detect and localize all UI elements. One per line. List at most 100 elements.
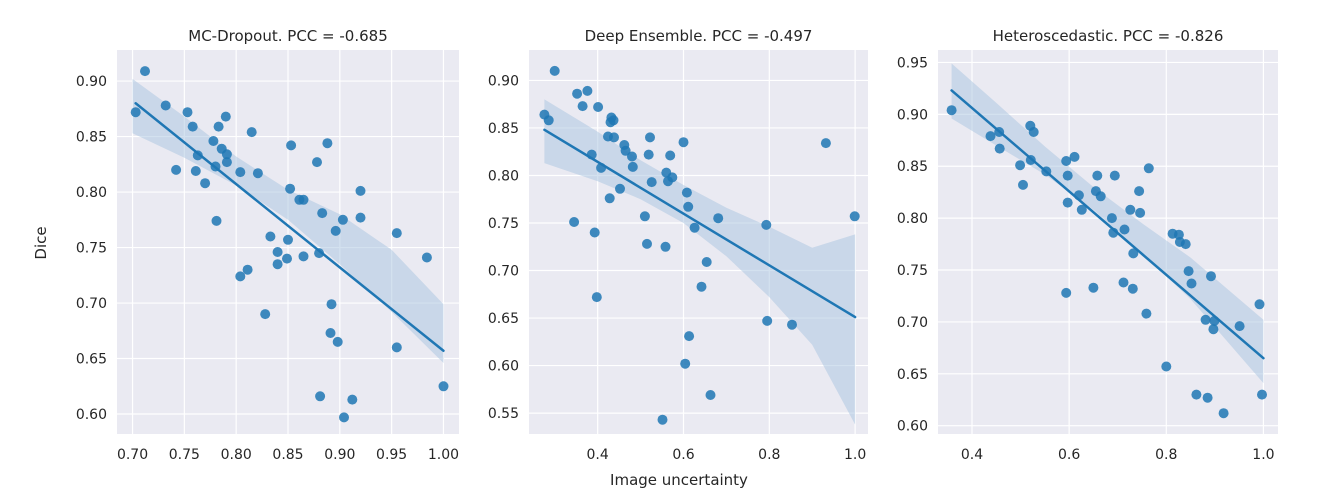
y-tick-label: 0.90 — [488, 73, 519, 89]
data-point — [246, 127, 257, 138]
data-point — [286, 140, 297, 151]
data-point — [667, 172, 678, 183]
data-point — [604, 193, 615, 204]
data-point — [347, 394, 358, 405]
data-point — [192, 150, 203, 161]
data-point — [1061, 156, 1072, 166]
data-point — [332, 336, 343, 347]
y-tick-label: 0.60 — [488, 359, 519, 375]
data-point — [298, 194, 309, 205]
data-point — [187, 121, 198, 132]
x-axis-label: Image uncertainty — [610, 471, 748, 489]
data-point — [761, 219, 772, 230]
data-point — [1119, 224, 1130, 235]
data-point — [283, 234, 293, 245]
data-point — [589, 227, 600, 238]
data-point — [946, 105, 957, 116]
x-tick-label: 0.6 — [1058, 447, 1080, 463]
data-point — [627, 161, 638, 172]
data-point — [1128, 248, 1139, 259]
data-point — [1062, 197, 1073, 208]
x-tick-label: 1.0 — [1252, 447, 1274, 463]
data-point — [657, 414, 668, 425]
plot-background — [529, 50, 868, 434]
y-tick-label: 0.70 — [897, 315, 928, 331]
data-point — [208, 136, 219, 146]
data-point — [1257, 389, 1267, 400]
data-point — [339, 412, 349, 423]
data-point — [582, 85, 593, 96]
data-point — [1088, 282, 1099, 293]
data-point — [1092, 170, 1103, 181]
x-tick-label: 0.85 — [272, 447, 303, 463]
data-point — [1206, 271, 1216, 282]
data-point — [265, 231, 276, 242]
data-point — [591, 292, 602, 303]
data-point — [391, 342, 402, 353]
data-point — [684, 331, 695, 342]
data-point — [235, 271, 246, 282]
x-tick-label: 1.00 — [428, 447, 459, 463]
y-tick-label: 0.90 — [76, 74, 107, 90]
data-point — [220, 111, 231, 122]
data-point — [1141, 308, 1152, 319]
data-point — [1118, 277, 1129, 288]
data-point — [1161, 361, 1172, 372]
y-tick-label: 0.95 — [897, 55, 928, 71]
data-point — [1028, 127, 1039, 137]
data-point — [235, 167, 246, 178]
x-tick-label: 0.80 — [221, 447, 252, 463]
data-point — [678, 137, 689, 148]
y-tick-label: 0.85 — [488, 121, 519, 137]
data-point — [620, 145, 631, 156]
data-point — [317, 208, 328, 219]
data-point — [683, 201, 694, 212]
confidence-band — [544, 99, 856, 425]
y-tick-label: 0.75 — [76, 241, 107, 257]
data-point — [713, 213, 724, 224]
data-point — [298, 251, 309, 262]
x-tick-label: 0.8 — [1155, 447, 1177, 463]
x-tick-label: 1.0 — [844, 447, 866, 463]
data-point — [1069, 151, 1080, 162]
data-point — [543, 115, 554, 126]
data-point — [1191, 389, 1202, 400]
data-point — [639, 211, 650, 222]
data-point — [643, 149, 654, 160]
data-point — [985, 131, 996, 142]
data-point — [701, 257, 712, 267]
x-tick-label: 0.4 — [587, 447, 609, 463]
data-point — [705, 390, 716, 400]
data-point — [213, 121, 224, 132]
data-point — [1018, 179, 1028, 190]
data-point — [325, 328, 336, 338]
data-point — [221, 149, 232, 160]
data-point — [355, 185, 366, 196]
data-point — [696, 281, 707, 292]
data-point — [314, 248, 325, 259]
chart-title: MC-Dropout. PCC = -0.685 — [188, 27, 387, 45]
data-point — [608, 115, 619, 126]
y-tick-label: 0.60 — [897, 419, 928, 435]
data-point — [1135, 207, 1146, 218]
data-point — [609, 132, 619, 143]
data-point — [1173, 229, 1184, 240]
data-point — [627, 151, 637, 162]
data-point — [1061, 287, 1072, 298]
data-point — [130, 107, 141, 118]
y-tick-label: 0.80 — [897, 211, 928, 227]
data-point — [330, 225, 341, 236]
data-point — [1202, 392, 1213, 403]
x-tick-label: 0.70 — [117, 447, 148, 463]
data-point — [312, 157, 322, 168]
data-point — [681, 187, 692, 198]
regression-line — [950, 89, 1265, 360]
data-point — [421, 252, 432, 263]
y-tick-label: 0.55 — [488, 406, 519, 422]
y-tick-label: 0.90 — [897, 107, 928, 123]
y-tick-label: 0.80 — [488, 168, 519, 184]
data-point — [1234, 321, 1245, 332]
x-tick-label: 0.75 — [169, 447, 200, 463]
data-point — [355, 212, 366, 223]
y-tick-label: 0.75 — [897, 263, 928, 279]
